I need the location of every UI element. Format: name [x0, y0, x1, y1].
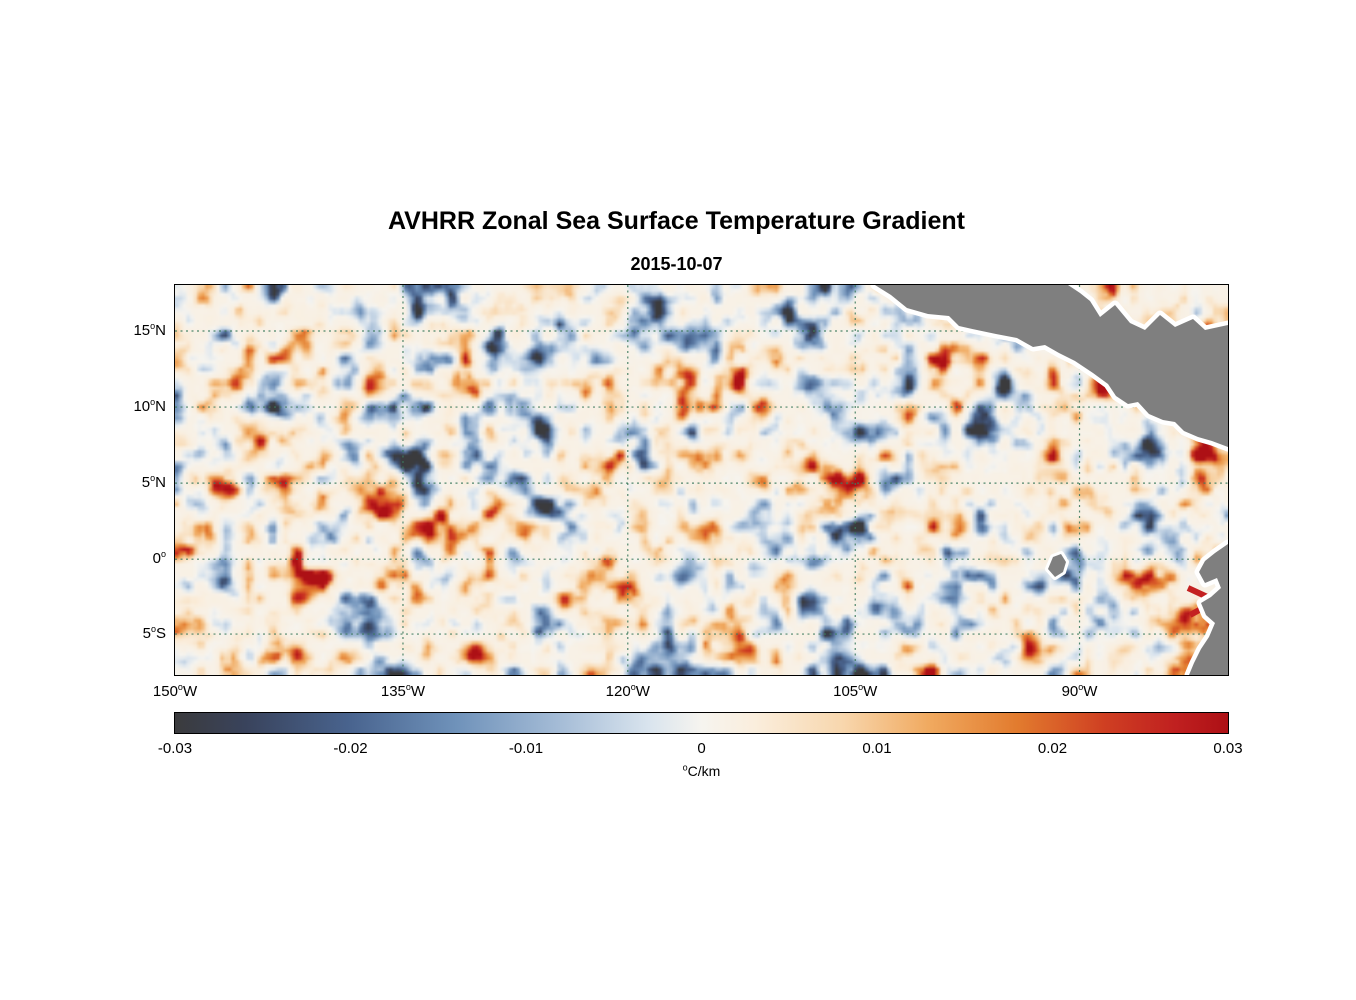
- map-panel: [174, 284, 1229, 676]
- lon-tick-120w: 120oW: [605, 682, 650, 701]
- land-central-america: [870, 285, 1228, 452]
- colorbar-tick: -0.03: [157, 740, 193, 757]
- lon-axis: 150oW 135oW 120oW 105oW 90oW: [153, 682, 1228, 705]
- colorbar-unit-label: oC/km: [682, 762, 721, 779]
- colorbar-gradient: [175, 713, 1228, 733]
- lon-tick-150w: 150oW: [152, 682, 198, 701]
- colorbar: [174, 712, 1229, 734]
- lat-tick-10n: 10oN: [133, 397, 166, 416]
- colorbar-tick: 0.02: [1037, 740, 1068, 757]
- figure-date: 2015-10-07: [630, 254, 723, 274]
- colorbar-tick: 0.03: [1213, 740, 1243, 757]
- colorbar-tick: 0.01: [862, 740, 892, 757]
- lat-tick-15n: 15oN: [133, 321, 166, 340]
- colorbar-tick: -0.01: [508, 740, 544, 757]
- figure-title: AVHRR Zonal Sea Surface Temperature Grad…: [387, 207, 965, 235]
- land-masses: [870, 285, 1228, 675]
- lon-tick-135w: 135oW: [380, 682, 426, 701]
- map-overlay: [175, 285, 1228, 675]
- lat-tick-0: 0o: [152, 549, 166, 568]
- grid-lines: [175, 285, 1228, 675]
- lon-tick-90w: 90oW: [1061, 682, 1098, 701]
- colorbar-tick: -0.02: [333, 740, 368, 757]
- lat-tick-5n: 5oN: [141, 473, 166, 492]
- colorbar-tick: 0: [697, 740, 706, 757]
- land-south-america: [1184, 539, 1228, 675]
- lon-tick-105w: 105oW: [833, 682, 878, 701]
- lat-axis: 15oN 10oN 5oN 0o 5oS: [84, 285, 166, 675]
- colorbar-ticks: -0.03 -0.02 -0.01 0 0.01 0.02 0.03: [158, 740, 1243, 760]
- lat-tick-5s: 5oS: [142, 624, 166, 643]
- land-galapagos-island: [1045, 551, 1069, 580]
